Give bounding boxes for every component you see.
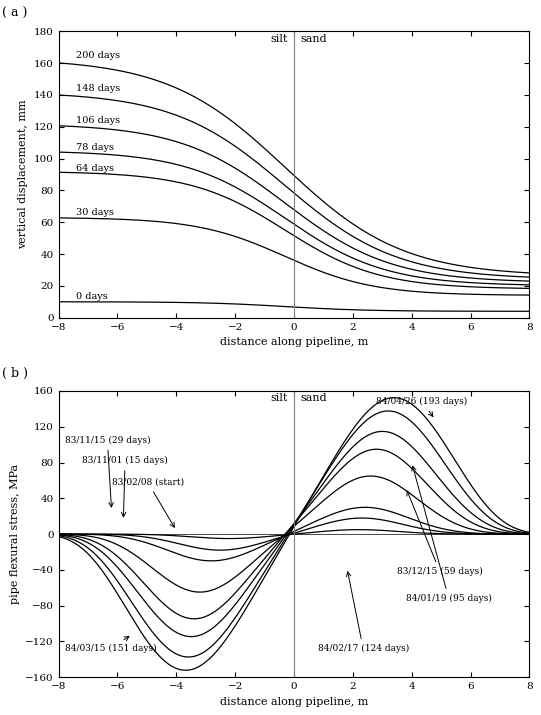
Y-axis label: pipe flexural stress, MPa: pipe flexural stress, MPa — [10, 464, 19, 604]
Text: 106 days: 106 days — [76, 116, 121, 125]
Text: 83/12/15 (59 days): 83/12/15 (59 days) — [397, 491, 483, 576]
Text: 78 days: 78 days — [76, 143, 114, 152]
Text: ( b ): ( b ) — [2, 367, 28, 380]
Text: sand: sand — [300, 393, 327, 403]
Y-axis label: vertical displacement, mm: vertical displacement, mm — [18, 99, 28, 250]
Text: sand: sand — [300, 34, 327, 44]
Text: 83/02/08 (start): 83/02/08 (start) — [111, 478, 184, 527]
Text: 83/11/15 (29 days): 83/11/15 (29 days) — [64, 435, 150, 507]
Text: silt: silt — [270, 393, 288, 403]
Text: 84/04/26 (193 days): 84/04/26 (193 days) — [377, 397, 467, 416]
Text: 148 days: 148 days — [76, 84, 121, 93]
X-axis label: distance along pipeline, m: distance along pipeline, m — [220, 696, 368, 706]
Text: 200 days: 200 days — [76, 51, 121, 60]
Text: silt: silt — [270, 34, 288, 44]
Text: 64 days: 64 days — [76, 164, 114, 172]
Text: 84/01/19 (95 days): 84/01/19 (95 days) — [406, 466, 492, 603]
Text: 30 days: 30 days — [76, 208, 114, 217]
Text: 83/11/01 (15 days): 83/11/01 (15 days) — [82, 456, 168, 517]
Text: 84/02/17 (124 days): 84/02/17 (124 days) — [318, 572, 409, 654]
Text: 0 days: 0 days — [76, 292, 108, 302]
X-axis label: distance along pipeline, m: distance along pipeline, m — [220, 337, 368, 347]
Text: ( a ): ( a ) — [2, 7, 28, 20]
Text: 84/03/15 (151 days): 84/03/15 (151 days) — [64, 636, 156, 654]
